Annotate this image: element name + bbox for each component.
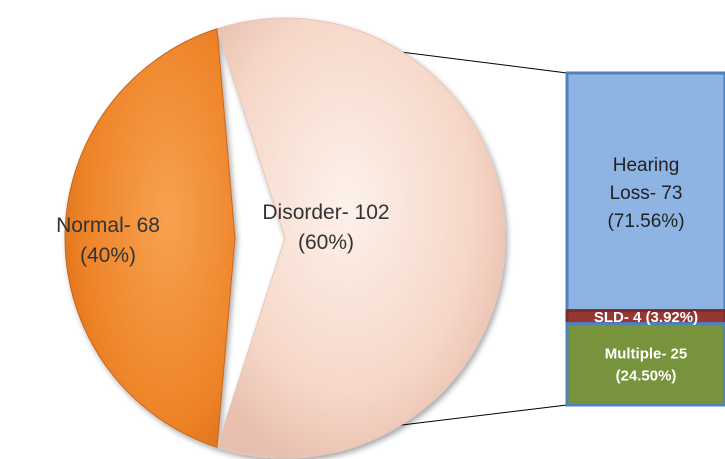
pie-slice-normal (64, 28, 236, 448)
bar-label-hearing-loss: Hearing Loss- 73 (71.56%) (607, 155, 684, 232)
bar-label-sld: SLD- 4 (3.92%) (594, 309, 698, 326)
pie-label-normal: Normal- 68 (40%) (56, 214, 160, 267)
bar-label-multiple: Multiple- 25 (24.50%) (605, 345, 688, 384)
pie-slice-disorder (216, 17, 506, 459)
pie-label-disorder: Disorder- 102 (60%) (262, 201, 389, 254)
bar-segment-multiple (565, 322, 725, 407)
